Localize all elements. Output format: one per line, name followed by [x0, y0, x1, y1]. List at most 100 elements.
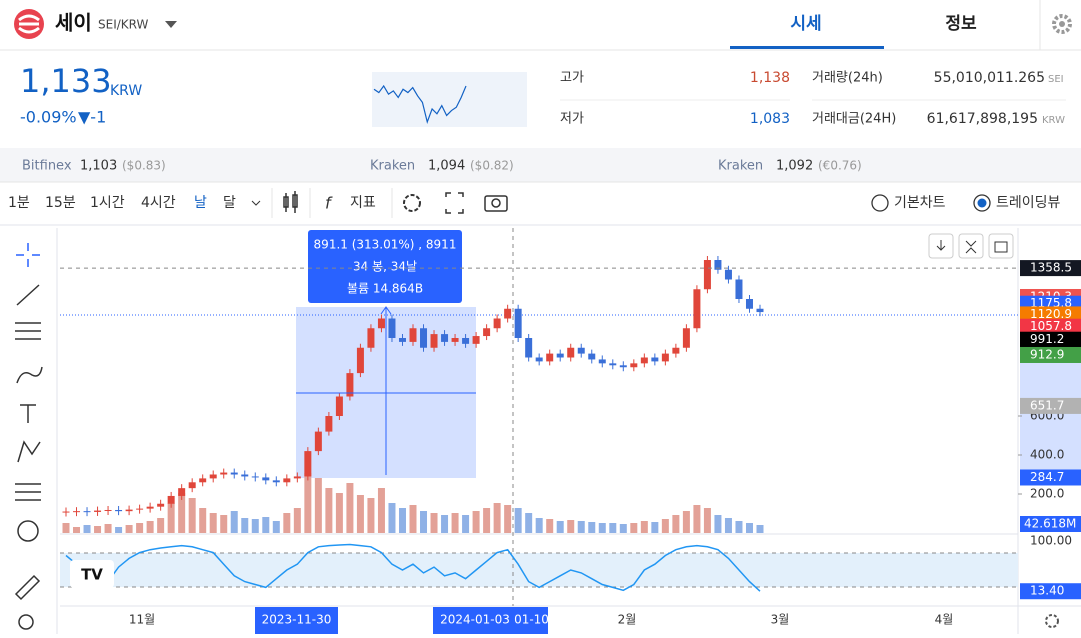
volume-bar: [251, 519, 259, 533]
volume-bar: [115, 527, 123, 533]
volume-bar: [209, 513, 217, 533]
volume-bar: [325, 488, 333, 533]
chart-mode[interactable]: 기본차트: [894, 195, 946, 211]
volume-bar: [514, 508, 522, 533]
interval[interactable]: 1분: [8, 195, 30, 211]
candle: [167, 495, 175, 504]
fullscreen-icon[interactable]: [445, 192, 464, 214]
interval[interactable]: 15분: [45, 195, 76, 211]
tab[interactable]: 정보: [945, 14, 977, 34]
volume-bar: [546, 519, 554, 533]
interval[interactable]: 달: [223, 195, 236, 211]
volume-bar: [83, 525, 91, 533]
candle: [703, 260, 711, 290]
volume-bar: [567, 520, 575, 533]
indicator-button[interactable]: 지표: [350, 195, 376, 211]
candle: [262, 477, 270, 481]
interval[interactable]: 4시간: [141, 195, 176, 211]
chart-mode[interactable]: 트레이딩뷰: [996, 195, 1061, 211]
price-marker: [1020, 397, 1081, 414]
fib-tool[interactable]: [15, 322, 41, 340]
price-marker-label: 1120.9: [1030, 307, 1072, 321]
candle-icon[interactable]: [283, 191, 298, 213]
pattern-tool[interactable]: [17, 440, 41, 463]
measure-tool[interactable]: [15, 483, 41, 501]
volume-bar: [609, 523, 617, 533]
volume-bar: [619, 524, 627, 533]
measure-tooltip: [308, 230, 462, 303]
volume-bar: [441, 515, 449, 533]
volume-bar: [598, 523, 606, 533]
interval-more[interactable]: [251, 200, 261, 206]
candle: [504, 308, 512, 319]
settings-icon[interactable]: [403, 194, 421, 212]
x-highlight-label: 01-10: [514, 613, 549, 627]
dropdown[interactable]: [165, 21, 177, 28]
volume-bar: [640, 521, 648, 533]
crosshair-tool[interactable]: [16, 243, 40, 267]
price-marker-label: 912.9: [1030, 347, 1064, 361]
candle: [609, 363, 617, 366]
candle: [420, 328, 428, 348]
stat-label: 저가: [560, 112, 584, 127]
candle: [451, 338, 459, 342]
radio[interactable]: [871, 194, 889, 212]
volume-marker: 42.618M: [1024, 517, 1076, 531]
exchange-name: Kraken: [370, 159, 415, 174]
exchange-name: Bitfinex: [22, 159, 72, 174]
zoom-tool[interactable]: [18, 614, 34, 630]
brush-tool[interactable]: [16, 366, 43, 384]
volume-bar: [420, 511, 428, 533]
volume-bar: [220, 515, 228, 533]
volume-bar: [535, 518, 543, 533]
stoch-tick-label: 100.00: [1030, 534, 1072, 548]
pair[interactable]: SEI/KRW: [98, 18, 149, 32]
candle: [220, 472, 228, 475]
volume-bar: [356, 495, 364, 533]
volume-bar: [241, 518, 249, 533]
volume-bar: [556, 521, 564, 533]
price-marker-label: 991.2: [1030, 332, 1064, 346]
volume-bar: [735, 521, 743, 533]
volume-bar: [409, 505, 417, 533]
price-tick-label: 400.0: [1030, 448, 1064, 462]
x-tick-label: 4월: [935, 613, 954, 627]
camera-icon[interactable]: [484, 195, 508, 212]
tab[interactable]: 시세: [790, 14, 821, 34]
volume-bar: [199, 508, 207, 533]
text-tool[interactable]: [20, 404, 36, 423]
settings-icon[interactable]: [1052, 14, 1072, 34]
candle: [83, 511, 91, 513]
axis-settings[interactable]: [1045, 614, 1059, 628]
volume-bar: [293, 508, 301, 533]
sparkline: [373, 84, 467, 125]
drawing-tools: [14, 243, 43, 630]
price-marker-label: 1057.8: [1030, 319, 1072, 333]
volume-bar: [661, 519, 669, 533]
volume-bar: [693, 505, 701, 533]
volume-bar: [483, 508, 491, 533]
candle: [335, 396, 343, 416]
candle: [356, 347, 364, 374]
stat-value: 1,138: [750, 70, 790, 86]
icon-tool[interactable]: [17, 520, 39, 542]
stat-value: 55,010,011.265: [934, 70, 1045, 86]
radio[interactable]: [973, 194, 991, 212]
interval[interactable]: 1시간: [90, 195, 125, 211]
interval[interactable]: 날: [194, 195, 207, 211]
volume-bar: [346, 483, 354, 533]
volume-bar: [146, 521, 154, 533]
stat-label: 거래대금(24H): [812, 112, 896, 127]
price-marker: [1020, 346, 1081, 363]
ruler-tool[interactable]: [14, 574, 41, 601]
trend-tool[interactable]: [16, 284, 40, 306]
fx-icon[interactable]: f: [325, 194, 333, 213]
x-highlight: [515, 607, 548, 634]
candle: [640, 357, 648, 364]
current-price: 1,133: [20, 62, 112, 100]
candle: [598, 359, 606, 364]
fit-button[interactable]: [988, 233, 1014, 259]
exchange-price: 1,092: [776, 159, 813, 174]
exchange-fx: ($0.82): [470, 159, 514, 173]
